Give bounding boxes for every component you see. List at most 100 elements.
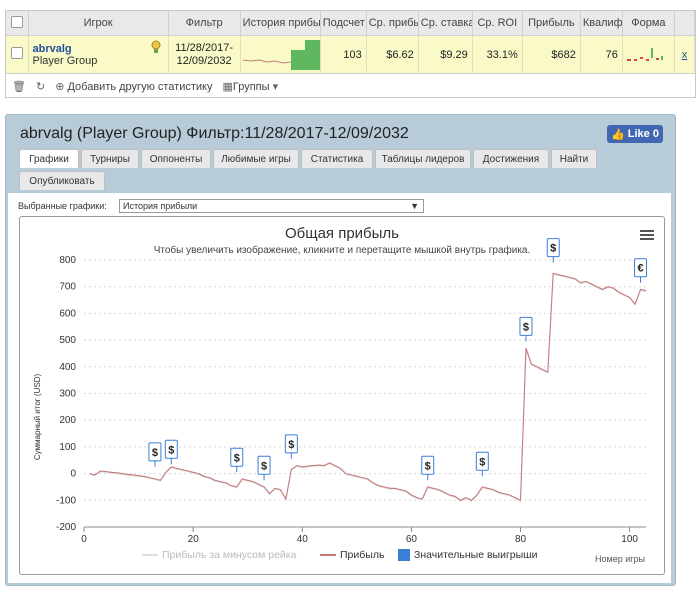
player-cell[interactable]: abrvalg Player Group [28,35,169,74]
col-player[interactable]: Игрок [28,11,169,36]
refresh-icon[interactable]: ↻ [35,80,46,93]
col-avg-roi[interactable]: Ср. ROI [472,11,523,36]
big-win-marker-label: $ [425,460,431,472]
avg-stake-cell: $9.29 [418,35,473,74]
y-tick-label: 600 [59,308,76,319]
big-win-marker-label: $ [261,460,267,472]
big-win-marker[interactable]: $ [284,434,298,459]
big-win-marker[interactable]: € [634,258,648,283]
like-label: Like 0 [627,128,659,140]
medal-icon [150,40,162,57]
tab-tournaments[interactable]: Турниры [81,149,139,168]
tab-favorite-games[interactable]: Любимые игры [213,149,299,168]
tab-leaderboards[interactable]: Таблицы лидеров [375,149,471,168]
big-win-marker[interactable]: $ [257,455,271,481]
tab-publish[interactable]: Опубликовать [19,171,105,190]
profit-chart[interactable]: Общая прибыль Чтобы увеличить изображени… [19,216,665,575]
stats-table: Игрок Фильтр История прибы Подсчет Ср. п… [6,11,696,74]
col-empty [674,11,696,36]
x-axis-label: Номер игры [595,554,645,564]
big-win-marker[interactable]: $ [164,439,178,465]
chart-title: Общая прибыль [285,225,399,242]
y-tick-labels: -200 -100 0 100 200 300 400 500 600 700 800 [56,255,76,533]
legend-net-profit[interactable]: Прибыль за минусом рейка [162,549,297,561]
big-win-marker-label: $ [550,243,556,255]
groups-label: Группы [232,80,270,93]
y-tick-label: 0 [70,469,76,480]
thumbs-up-icon: 👍 [611,128,625,141]
profit-chart-svg[interactable]: Общая прибыль Чтобы увеличить изображени… [20,217,664,574]
tab-statistics[interactable]: Статистика [301,149,373,168]
panel-title: abrvalg (Player Group) Фильтр:11/28/2017… [20,125,409,142]
tab-find[interactable]: Найти [551,149,597,168]
y-tick-label: 100 [59,442,76,453]
big-win-marker[interactable]: $ [519,316,533,342]
player-details-panel: abrvalg (Player Group) Фильтр:11/28/2017… [5,114,676,586]
chart-selector-value: История прибыли [123,201,198,211]
legend-big-wins-swatch [398,549,410,561]
close-row-link[interactable]: x [674,35,696,74]
groups-icon: ▦ [222,80,233,93]
legend-profit[interactable]: Прибыль [340,549,385,561]
add-stat-button[interactable]: ⊕ Добавить другую статистику [55,80,212,93]
big-win-marker[interactable]: $ [475,451,489,477]
big-win-marker-label: $ [234,452,240,464]
chart-subtitle: Чтобы увеличить изображение, кликните и … [154,244,531,256]
chart-selector-label: Выбранные графики: [18,201,107,211]
count-cell: 103 [320,35,367,74]
charts-content: Выбранные графики: История прибыли ▼ Общ… [8,193,671,583]
col-filter[interactable]: Фильтр [168,11,241,36]
facebook-like-button[interactable]: 👍 Like 0 [607,125,663,143]
col-avg-stake[interactable]: Ср. ставка [418,11,473,36]
table-row[interactable]: abrvalg Player Group 11/28/2017-12/09/20… [6,35,696,74]
stats-table-panel: Игрок Фильтр История прибы Подсчет Ср. п… [5,10,696,98]
col-count[interactable]: Подсчет [320,11,367,36]
y-tick-label: 400 [59,362,76,373]
x-tick-label: 60 [406,534,418,545]
col-avg-profit[interactable]: Ср. прибы [366,11,419,36]
y-tick-label: 800 [59,255,76,266]
tab-opponents[interactable]: Оппоненты [141,149,211,168]
dropdown-arrow-icon: ▼ [410,201,419,211]
x-tick-label: 100 [621,534,638,545]
groups-dropdown[interactable]: ▦Группы ▾ [222,80,278,93]
col-qualif[interactable]: Квалиф [580,11,623,36]
trash-icon[interactable]: 🗑 [12,80,26,93]
col-profit-history[interactable]: История прибы [240,11,321,36]
chart-selector[interactable]: История прибыли ▼ [119,199,424,213]
big-win-marker[interactable]: $ [421,455,435,481]
table-header-row: Игрок Фильтр История прибы Подсчет Ср. п… [6,11,696,36]
big-win-marker-label: $ [479,456,485,468]
select-all-checkbox[interactable] [6,11,29,36]
add-stat-label: Добавить другую статистику [67,80,213,93]
col-profit[interactable]: Прибыль [522,11,581,36]
avg-roi-cell: 33.1% [472,35,523,74]
x-tick-label: 80 [515,534,527,545]
col-form[interactable]: Форма [622,11,675,36]
legend-big-wins[interactable]: Значительные выигрыши [414,549,538,561]
profit-line [89,272,647,502]
y-tick-label: 500 [59,335,76,346]
add-stat-icon: ⊕ [55,80,65,93]
profit-cell: $682 [522,35,581,74]
form-sparkline [622,35,675,74]
x-tick-label: 40 [297,534,309,545]
tab-charts[interactable]: Графики [19,149,79,168]
big-win-marker-label: $ [523,321,529,333]
big-win-marker[interactable]: $ [230,447,244,473]
big-win-marker[interactable]: $ [148,442,162,467]
menu-icon[interactable] [640,230,654,240]
y-tick-label: -200 [56,522,76,533]
row-checkbox[interactable] [6,35,29,74]
chart-grid [84,259,646,528]
player-name-link[interactable]: abrvalg [32,42,72,55]
x-tick-labels: 0 20 40 60 80 100 [81,527,638,545]
chart-legend: Прибыль за минусом рейка Прибыль Значите… [142,549,538,561]
y-tick-label: 700 [59,282,76,293]
filter-cell: 11/28/2017-12/09/2032 [168,35,241,74]
big-win-marker-label: $ [152,447,158,459]
big-win-marker[interactable]: $ [546,238,560,263]
big-win-marker-label: € [637,263,643,275]
tab-achievements[interactable]: Достижения [473,149,549,168]
chevron-down-icon: ▾ [272,80,279,93]
